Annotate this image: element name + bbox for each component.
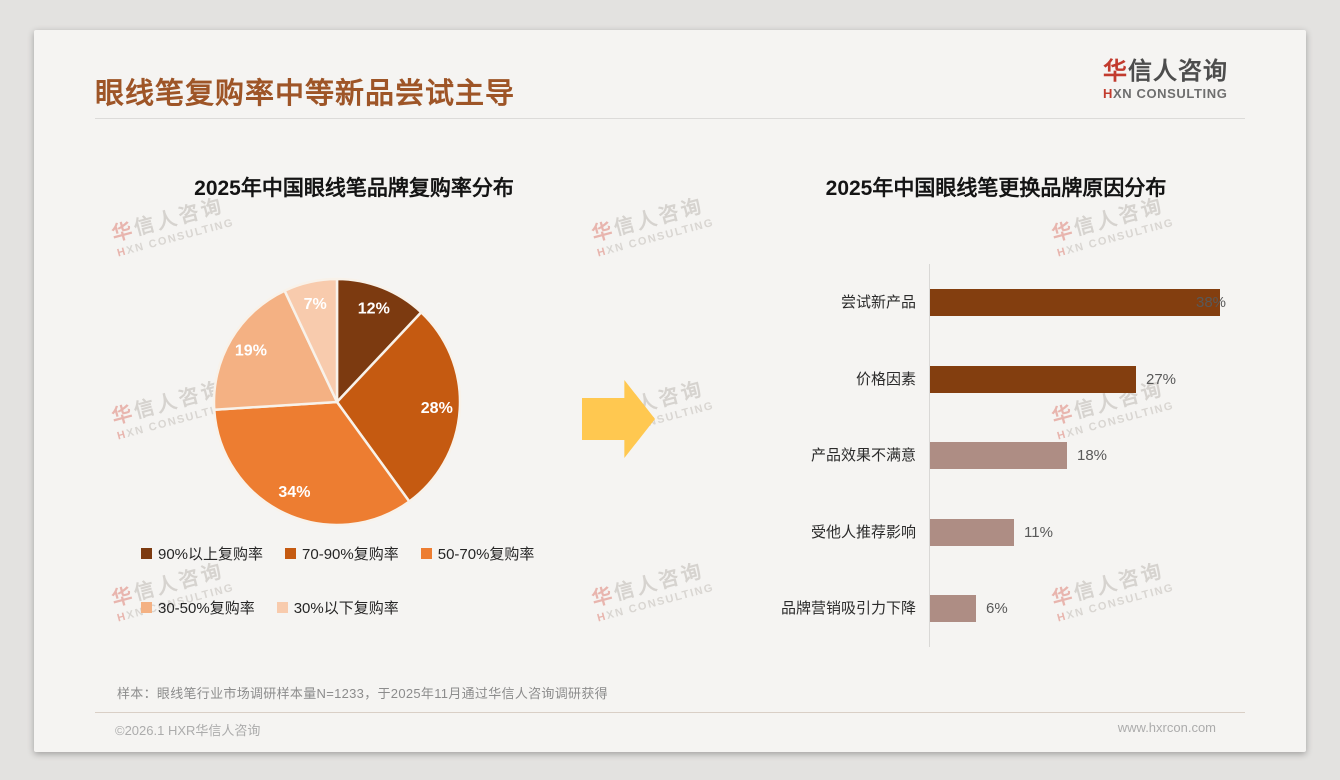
pie-slice — [335, 311, 462, 503]
footer-divider — [95, 712, 1245, 713]
legend-label: 30-50%复购率 — [158, 600, 255, 617]
sample-footnote: 样本：眼线笔行业市场调研样本量N=1233，于2025年11月通过华信人咨询调研… — [117, 686, 608, 701]
bar-value-label: 11% — [1024, 524, 1053, 541]
pie-legend: 90%以上复购率 70-90%复购率 50-70%复购率 30-50%复购率 30%以下… — [141, 543, 641, 651]
page-title: 眼线笔复购率中等新品尝试主导 — [95, 78, 516, 110]
pie-data-label: 7% — [304, 296, 327, 313]
bar-rect — [930, 442, 1067, 469]
pie-slice — [212, 400, 411, 527]
legend-item: 70-90%复购率 — [285, 543, 399, 564]
company-logo: 华信人咨询 HXN CONSULTING — [1103, 59, 1228, 101]
legend-item: 30%以下复购率 — [276, 597, 399, 618]
legend-swatch-icon — [141, 548, 152, 559]
pie-legend-row: 30-50%复购率 30%以下复购率 — [141, 597, 641, 618]
slide-card: 华信人咨询 HXN CONSULTING 华信人咨询 HXN CONSULTING 华信… — [34, 30, 1306, 752]
pie-slice — [212, 289, 339, 411]
bar-category-label: 受他人推荐影响 — [810, 524, 916, 541]
pie-data-label: 19% — [235, 343, 267, 360]
bar-value-label: 38% — [1196, 294, 1227, 311]
legend-swatch-icon — [276, 602, 288, 613]
logo-zh-rest: 信人咨询 — [1128, 58, 1228, 85]
bar-category-label: 产品效果不满意 — [810, 447, 916, 464]
bar-rect — [930, 519, 1014, 546]
header-divider — [95, 118, 1245, 119]
legend-item: 30-50%复购率 — [141, 597, 255, 618]
pie-slice — [335, 277, 423, 404]
logo-en-text: HXN CONSULTING — [1103, 87, 1228, 101]
legend-swatch-icon — [420, 548, 432, 559]
pie-data-label: 34% — [278, 484, 310, 501]
pie-chart-title: 2025年中国眼线笔品牌复购率分布 — [194, 177, 514, 200]
footer-website: www.hxrcon.com — [1117, 720, 1216, 735]
bar-category-label: 价格因素 — [855, 371, 916, 388]
bar-value-label: 27% — [1146, 371, 1177, 388]
legend-swatch-icon — [141, 602, 152, 613]
pie-legend-row: 90%以上复购率 70-90%复购率 50-70%复购率 — [141, 543, 641, 564]
legend-label: 90%以上复购率 — [158, 546, 264, 563]
legend-label: 50-70%复购率 — [437, 546, 535, 563]
legend-label: 30%以下复购率 — [293, 600, 399, 617]
bar-category-label: 品牌营销吸引力下降 — [780, 600, 916, 617]
slide-content: 眼线笔复购率中等新品尝试主导 华信人咨询 HXN CONSULTING 2025… — [34, 30, 1306, 752]
legend-label: 70-90%复购率 — [302, 546, 399, 563]
pie-slice — [283, 277, 339, 404]
logo-en-first-char: H — [1103, 86, 1113, 102]
pie-data-label: 28% — [421, 400, 453, 417]
legend-item: 50-70%复购率 — [420, 543, 535, 564]
bar-category-label: 尝试新产品 — [840, 294, 916, 311]
bar-value-label: 6% — [986, 600, 1008, 617]
bar-chart-title: 2025年中国眼线笔更换品牌原因分布 — [825, 177, 1167, 200]
logo-en-rest: XN CONSULTING — [1113, 86, 1228, 102]
footer-copyright: ©2026.1 HXR华信人咨询 — [115, 723, 261, 738]
bar-rect — [930, 366, 1136, 393]
bar-rect — [930, 595, 976, 622]
pie-data-label: 12% — [358, 301, 390, 318]
pie-chart: 12% 28% 34% 19% 7% — [212, 277, 462, 527]
logo-zh-text: 华信人咨询 — [1103, 59, 1228, 84]
logo-zh-first-char: 华 — [1103, 58, 1128, 85]
bar-chart: 尝试新产品 38% 价格因素 27% 产品效果不满意 18% 受他人推荐影响 11% 品牌营销吸… — [664, 234, 1264, 674]
bar-value-label: 18% — [1077, 447, 1108, 464]
right-arrow-icon — [582, 380, 655, 458]
legend-item: 90%以上复购率 — [141, 543, 263, 564]
legend-swatch-icon — [285, 548, 297, 559]
bar-chart-axis-line — [929, 264, 930, 647]
bar-rect — [930, 289, 1220, 316]
